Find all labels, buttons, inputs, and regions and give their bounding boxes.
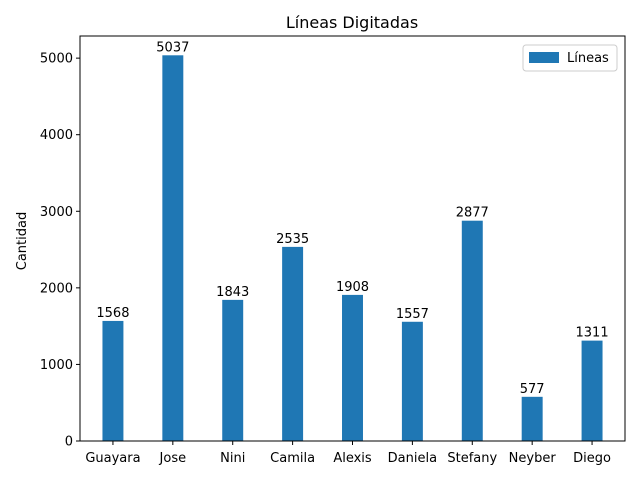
bar-diego [581, 340, 603, 441]
y-tick-label: 1000 [40, 358, 73, 373]
x-tick-label: Guayara [85, 451, 140, 466]
y-tick-label: 0 [65, 435, 73, 450]
legend-box [522, 44, 618, 72]
axes-frame [79, 35, 626, 442]
x-tick-label: Stefany [447, 451, 497, 466]
data-label: 1311 [576, 326, 609, 341]
y-tick-label: 2000 [40, 281, 73, 296]
data-label: 1568 [96, 306, 129, 321]
x-tick-label: Jose [159, 451, 187, 466]
data-label: 577 [520, 382, 545, 397]
bar-nini [222, 299, 244, 441]
data-label: 1557 [396, 307, 429, 322]
y-tick-label: 4000 [40, 128, 73, 143]
bar-guayara [102, 320, 124, 441]
plot-area: 0 1000 2000 3000 4000 5000 1568 Guayara 5037 Jose… [40, 35, 626, 466]
chart-title: Líneas Digitadas [286, 13, 418, 32]
bar-jose [162, 55, 184, 441]
bar-alexis [342, 294, 363, 441]
x-tick-label: Diego [573, 451, 611, 466]
data-label: 5037 [156, 40, 189, 55]
legend-label-lineas: Líneas [567, 51, 609, 66]
x-tick-label: Neyber [509, 451, 557, 466]
data-label: 1843 [216, 285, 249, 300]
x-tick-label: Alexis [333, 451, 372, 466]
y-axis-label: Cantidad [15, 212, 30, 270]
data-label: 1908 [336, 280, 369, 295]
bar-neyber [521, 396, 543, 441]
x-tick-label: Daniela [388, 451, 437, 466]
bar-stefany [461, 220, 483, 441]
x-tick-label: Nini [220, 451, 245, 466]
y-tick-label: 3000 [40, 205, 73, 220]
legend: Líneas [522, 44, 618, 72]
x-tick-label: Camila [270, 451, 315, 466]
data-label: 2535 [276, 232, 309, 247]
bar-daniela [401, 321, 423, 441]
y-tick-label: 5000 [40, 52, 73, 67]
data-label: 2877 [456, 206, 489, 221]
legend-swatch [529, 52, 559, 63]
bar-camila [282, 246, 304, 441]
